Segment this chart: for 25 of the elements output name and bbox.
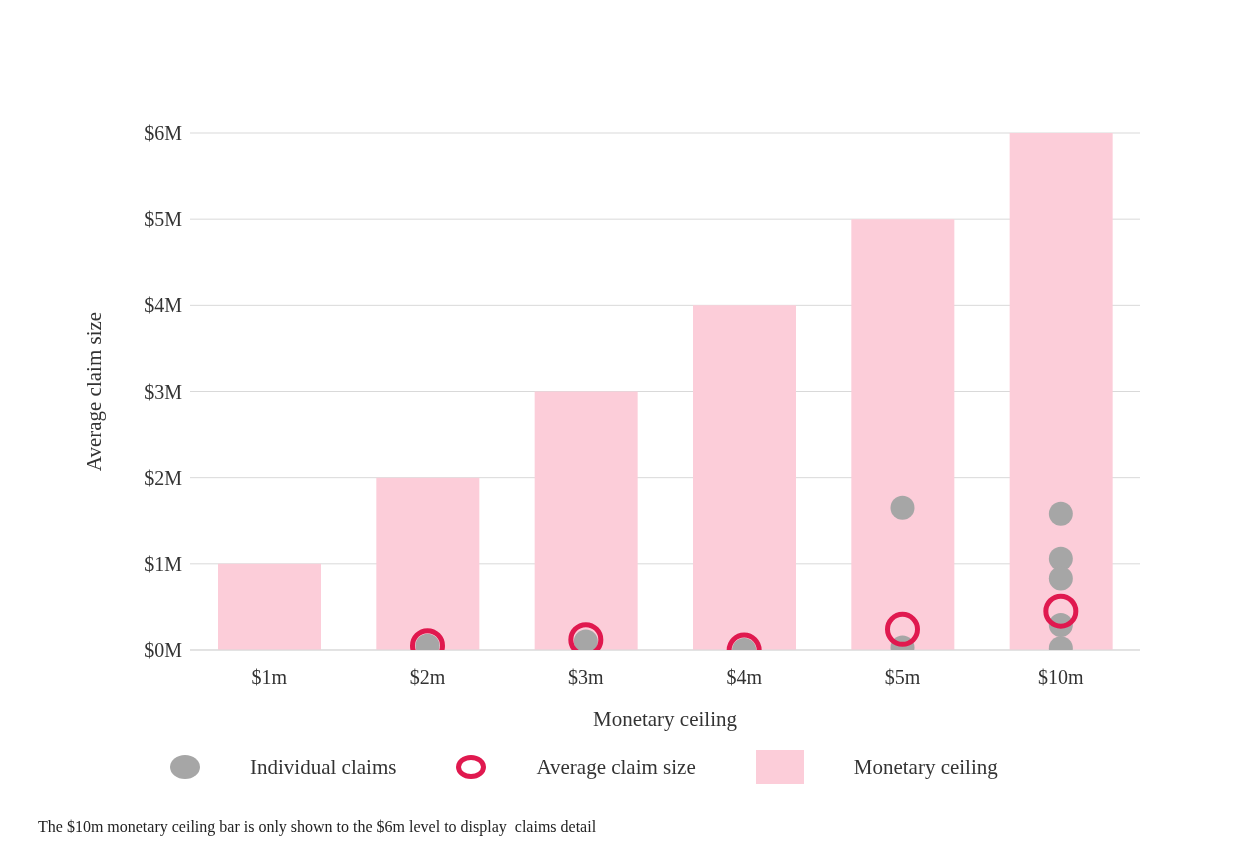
- y-tick-label: $6M: [144, 122, 183, 145]
- x-tick-label: $3m: [568, 666, 605, 689]
- bar: [693, 305, 796, 650]
- x-tick-label: $10m: [1038, 666, 1085, 689]
- y-tick-label: $1M: [144, 552, 183, 575]
- x-tick-label: $2m: [409, 666, 446, 689]
- legend-label: Average claim size: [536, 754, 696, 780]
- x-tick-label: $4m: [726, 666, 763, 689]
- x-tick-label: $5m: [884, 666, 921, 689]
- bar: [851, 219, 955, 650]
- y-tick-label: $3M: [144, 380, 183, 403]
- legend-label: Monetary ceiling: [853, 754, 998, 780]
- x-axis-title: Monetary ceiling: [592, 707, 738, 731]
- text: The $10m monetary ceiling bar is only shown to the $6m level to display claims detail: [38, 818, 597, 836]
- bar: [218, 563, 321, 650]
- bar: [534, 391, 638, 650]
- y-tick-label: $0M: [144, 639, 183, 662]
- y-axis-title: Average claim size: [82, 311, 107, 472]
- bar: [376, 477, 480, 650]
- x-tick-label: $1m: [251, 666, 288, 689]
- bar: [1009, 133, 1113, 650]
- y-tick-label: $4M: [144, 294, 183, 317]
- y-tick-label: $2M: [144, 466, 183, 489]
- y-tick-label: $5M: [144, 208, 183, 231]
- legend-label: Individual claims: [250, 754, 397, 780]
